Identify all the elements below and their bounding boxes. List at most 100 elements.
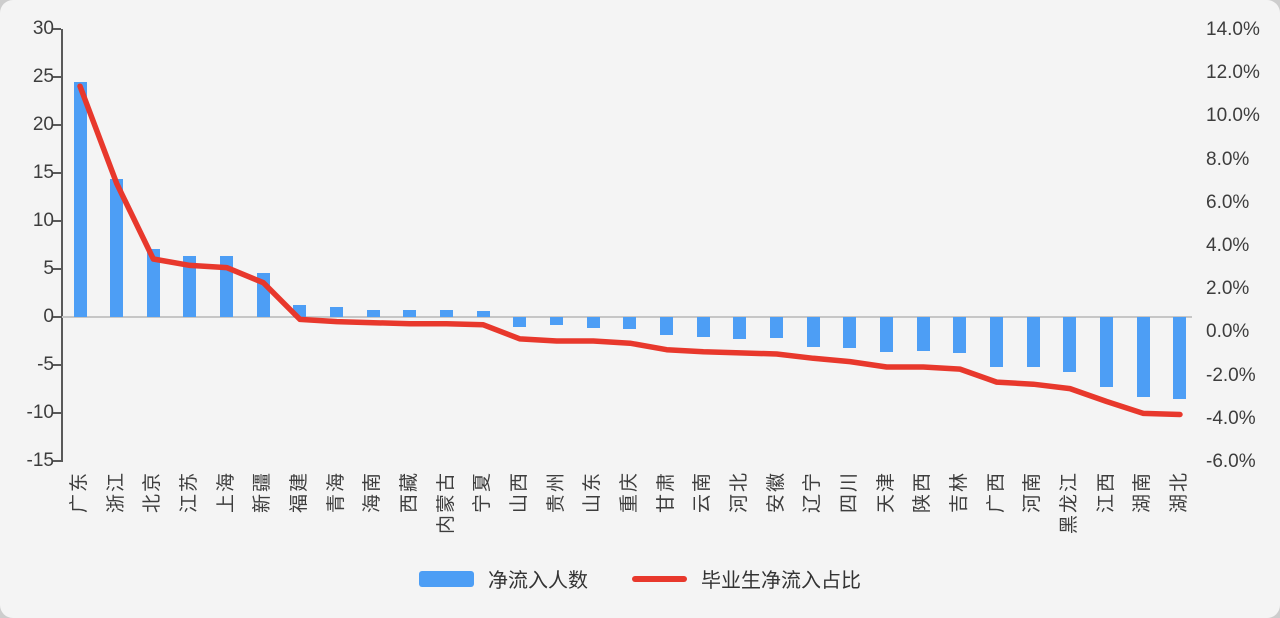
x-axis-label-安徽: 安徽 [765,471,787,514]
bar-legend-label: 净流入人数 [488,570,588,592]
bar-四川 [843,317,857,348]
x-axis-label-广东: 广东 [69,471,90,514]
left-axis-tick-label: 30 [32,18,54,39]
bar-黑龙江 [1063,317,1077,372]
legend-item-bar: 净流入人数 [419,564,588,593]
bar-广西 [990,317,1004,367]
bar-宁夏 [476,311,490,317]
x-axis-label-海南: 海南 [362,471,384,514]
x-axis-label-西藏: 西藏 [398,471,420,514]
bar-江苏 [183,255,197,317]
legend: 净流入人数 毕业生净流入占比 [419,564,861,593]
bar-西藏 [403,310,417,317]
x-axis-label-山东: 山东 [582,471,604,514]
right-axis-tick-label: -6.0% [1206,451,1256,472]
x-axis-label-宁夏: 宁夏 [472,471,494,514]
x-axis-label-重庆: 重庆 [618,471,640,514]
bar-吉林 [953,317,967,353]
x-axis-label-新疆: 新疆 [252,471,274,514]
left-axis-line [60,29,63,462]
x-axis-label-湖南: 湖南 [1132,471,1154,514]
x-axis-label-上海: 上海 [215,471,237,514]
bar-广东 [73,81,87,317]
bar-legend-swatch [419,570,474,587]
left-axis-tick-mark [53,316,61,318]
bar-河南 [1026,317,1040,367]
bar-安徽 [770,317,784,339]
right-axis-tick-label: 2.0% [1206,278,1250,300]
x-axis-label-江西: 江西 [1095,471,1117,514]
left-axis-tick-label: -10 [26,402,54,423]
right-axis-tick-label: 4.0% [1206,235,1250,256]
right-axis-tick-label: 10.0% [1206,105,1260,127]
left-axis-tick-mark [53,172,61,174]
bar-海南 [366,310,380,317]
bar-山东 [586,317,600,328]
bar-浙江 [110,178,124,317]
x-axis-label-云南: 云南 [692,471,714,514]
left-axis-tick-mark [53,220,61,222]
right-axis-tick-label: -2.0% [1206,364,1256,386]
left-axis-tick-mark [53,412,61,414]
line-legend-swatch [632,575,687,582]
bar-新疆 [256,272,270,317]
x-axis-label-天津: 天津 [875,471,897,514]
x-axis-label-河北: 河北 [728,471,750,514]
line-series [77,83,1183,418]
x-axis-label-辽宁: 辽宁 [802,471,824,514]
left-axis-tick-label: 20 [32,114,54,135]
right-axis-tick-label: 8.0% [1206,148,1250,170]
left-axis-tick-label: 15 [32,162,54,183]
left-axis-tick-label: 25 [32,66,54,87]
x-axis-label-陕西: 陕西 [912,471,934,514]
right-axis-tick-label: -4.0% [1206,407,1256,429]
bar-湖南 [1136,317,1150,397]
left-axis-tick-label: 5 [43,258,54,279]
x-axis-label-浙江: 浙江 [105,471,127,514]
x-axis-label-北京: 北京 [142,471,164,514]
bar-江西 [1100,317,1114,388]
x-axis-label-内蒙古: 内蒙古 [435,471,457,535]
left-axis-tick-label: -5 [37,354,54,375]
x-axis-label-福建: 福建 [288,471,310,514]
x-axis-label-甘肃: 甘肃 [655,471,677,514]
x-axis-label-四川: 四川 [838,471,860,514]
bar-重庆 [623,317,637,330]
x-axis-label-河南: 河南 [1022,471,1044,514]
bar-甘肃 [660,317,674,336]
x-axis-label-湖北: 湖北 [1168,471,1190,514]
x-axis-label-山西: 山西 [508,471,530,514]
x-axis-label-青海: 青海 [325,471,347,514]
left-axis-tick-mark [53,364,61,366]
x-axis-label-吉林: 吉林 [948,471,970,514]
bar-青海 [330,307,344,317]
right-axis-tick-label: 12.0% [1206,62,1260,84]
bar-贵州 [550,317,564,325]
x-axis-label-贵州: 贵州 [545,471,567,514]
bar-上海 [220,255,234,317]
left-axis-tick-mark [53,28,61,30]
x-axis-label-广西: 广西 [985,471,1007,514]
left-axis-tick-label: 10 [32,210,54,231]
bar-陕西 [916,317,930,351]
bar-福建 [293,305,307,317]
bar-云南 [696,317,710,337]
x-axis-label-黑龙江: 黑龙江 [1058,471,1080,535]
bar-河北 [733,317,747,340]
bar-山西 [513,317,527,327]
bar-湖北 [1173,317,1187,399]
bar-天津 [880,317,894,352]
left-axis-tick-mark [53,76,61,78]
right-axis-tick-label: 14.0% [1206,19,1260,40]
left-axis-tick-mark [53,268,61,270]
line-legend-label: 毕业生净流入占比 [701,570,861,592]
bar-辽宁 [806,317,820,347]
left-axis-tick-mark [53,124,61,126]
x-axis-label-江苏: 江苏 [178,471,200,514]
bar-北京 [146,248,160,317]
bar-内蒙古 [440,309,454,317]
left-axis-tick-label: -15 [26,450,54,471]
left-axis-tick-label: 0 [43,306,54,327]
